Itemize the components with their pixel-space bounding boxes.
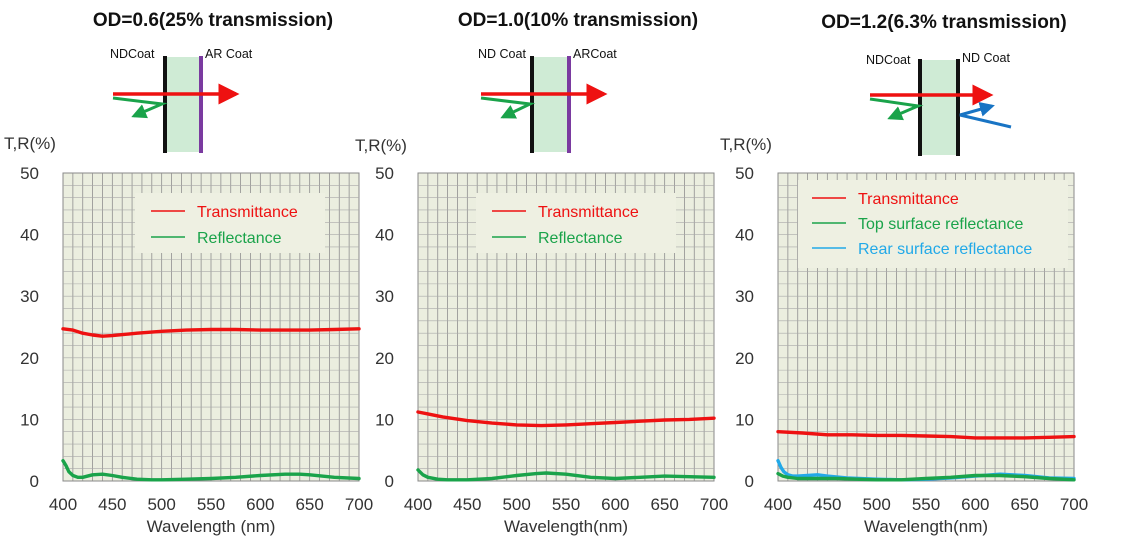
y-tick-label: 30: [375, 287, 394, 306]
x-tick-label: 550: [552, 495, 580, 514]
y-tick-label: 20: [375, 349, 394, 368]
ar-coat-layer: [199, 56, 203, 153]
x-tick-label: 700: [1060, 495, 1088, 514]
x-tick-label: 450: [813, 495, 841, 514]
y-axis-label: T,R(%): [720, 135, 772, 154]
y-tick-label: 50: [20, 164, 39, 183]
filter-diagram: ND Coat ARCoat: [478, 47, 617, 153]
y-tick-label: 10: [20, 410, 39, 429]
filter-diagram: NDCoat ND Coat: [866, 51, 1012, 156]
series-line-2: [416, 468, 716, 482]
y-tick-label: 40: [20, 226, 39, 245]
y-tick-label: 0: [385, 472, 394, 491]
top-reflection-arrow: [480, 96, 536, 119]
x-tick-label: 700: [345, 495, 373, 514]
legend-label: Transmittance: [197, 204, 298, 221]
glass-substrate: [920, 60, 958, 155]
series-line-1: [416, 410, 716, 428]
right-coat-label: ARCoat: [573, 47, 617, 61]
top-reflection-arrow: [869, 97, 924, 121]
y-tick-label: 20: [20, 349, 39, 368]
y-tick-label: 30: [735, 287, 754, 306]
y-tick-label: 50: [735, 164, 754, 183]
chart-title: OD=1.2(6.3% transmission): [821, 12, 1067, 33]
top-reflection-arrow: [112, 96, 168, 119]
x-axis-label: Wavelength(nm): [864, 517, 988, 536]
legend-box: [476, 193, 676, 253]
x-tick-label: 550: [912, 495, 940, 514]
y-tick-label: 0: [745, 472, 754, 491]
nd-coat-layer: [163, 56, 167, 153]
glass-substrate: [165, 57, 202, 152]
x-tick-label: 450: [98, 495, 126, 514]
x-tick-label: 700: [700, 495, 728, 514]
chart-panel-1: OD=0.6(25% transmission) NDCoat AR Coat T,R…: [4, 10, 373, 536]
panels-root: OD=0.6(25% transmission) NDCoat AR Coat T,R…: [4, 10, 1088, 536]
x-tick-label: 450: [453, 495, 481, 514]
x-tick-label: 400: [49, 495, 77, 514]
y-tick-label: 30: [20, 287, 39, 306]
y-axis-label: T,R(%): [355, 136, 407, 155]
rear-nd-coat-layer: [956, 59, 960, 156]
x-tick-label: 600: [246, 495, 274, 514]
x-axis-label: Wavelength (nm): [147, 517, 276, 536]
x-tick-label: 650: [650, 495, 678, 514]
x-tick-label: 650: [1010, 495, 1038, 514]
y-tick-label: 10: [735, 410, 754, 429]
legend-label: Reflectance: [538, 230, 623, 247]
x-tick-label: 600: [961, 495, 989, 514]
series-line-1: [61, 327, 361, 338]
y-tick-label: 40: [735, 226, 754, 245]
legend-label: Transmittance: [538, 204, 639, 221]
right-coat-label: ND Coat: [962, 51, 1010, 65]
x-tick-label: 500: [502, 495, 530, 514]
x-tick-label: 600: [601, 495, 629, 514]
x-axis-label: Wavelength(nm): [504, 517, 628, 536]
glass-substrate: [532, 57, 569, 152]
x-tick-label: 500: [862, 495, 890, 514]
ar-coat-layer: [567, 56, 571, 153]
x-tick-label: 400: [764, 495, 792, 514]
left-coat-label: NDCoat: [866, 53, 911, 67]
y-tick-label: 0: [30, 472, 39, 491]
y-tick-label: 20: [735, 349, 754, 368]
chart-title: OD=0.6(25% transmission): [93, 10, 333, 31]
legend-label: Top surface reflectance: [858, 216, 1024, 233]
x-tick-label: 550: [197, 495, 225, 514]
chart-panel-2: OD=1.0(10% transmission) ND Coat ARCoat T,R…: [355, 10, 728, 536]
y-tick-label: 10: [375, 410, 394, 429]
x-tick-label: 400: [404, 495, 432, 514]
legend-label: Transmittance: [858, 191, 959, 208]
y-tick-label: 50: [375, 164, 394, 183]
series-line-1: [776, 430, 1076, 440]
legend-label: Rear surface reflectance: [858, 241, 1032, 258]
series-line-2: [776, 471, 1076, 482]
nd-coat-layer: [918, 59, 922, 156]
y-axis-label: T,R(%): [4, 134, 56, 153]
series-line-2: [61, 459, 361, 482]
chart-panel-3: OD=1.2(6.3% transmission) NDCoat ND Coat T,…: [720, 12, 1088, 536]
legend-box: [135, 193, 325, 253]
legend-label: Reflectance: [197, 230, 282, 247]
y-tick-label: 40: [375, 226, 394, 245]
left-coat-label: ND Coat: [478, 47, 526, 61]
x-tick-label: 650: [295, 495, 323, 514]
filter-diagram: NDCoat AR Coat: [110, 47, 253, 153]
left-coat-label: NDCoat: [110, 47, 155, 61]
x-tick-label: 500: [147, 495, 175, 514]
legend-box: [798, 180, 1068, 268]
right-coat-label: AR Coat: [205, 47, 253, 61]
chart-title: OD=1.0(10% transmission): [458, 10, 698, 31]
rear-reflection-arrow: [959, 102, 1012, 129]
